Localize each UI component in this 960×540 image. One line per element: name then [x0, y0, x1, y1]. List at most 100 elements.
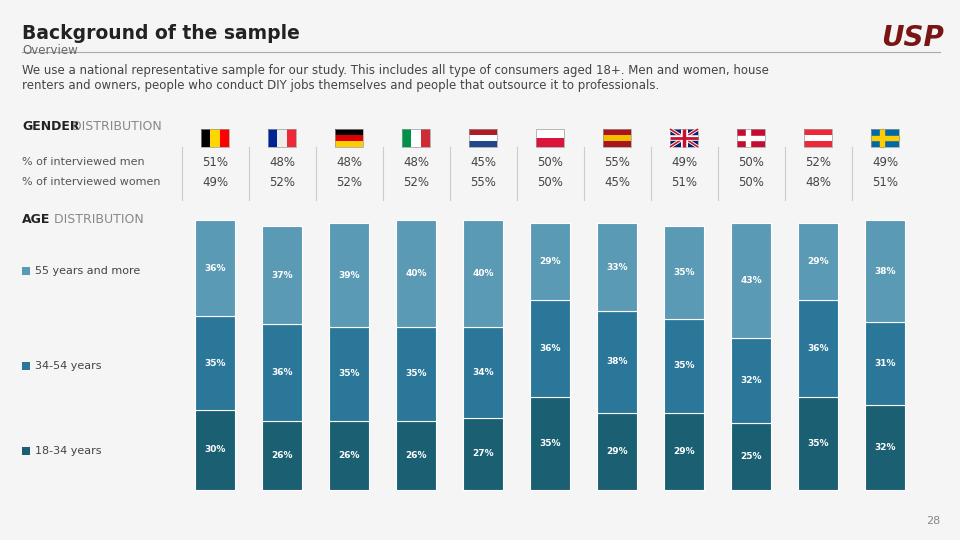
Bar	[530, 300, 570, 396]
Text: 26%: 26%	[272, 451, 293, 460]
Text: 37%: 37%	[271, 271, 293, 280]
Bar	[603, 141, 631, 147]
Bar	[268, 129, 277, 147]
Text: 26%: 26%	[405, 451, 427, 460]
Text: 40%: 40%	[405, 269, 427, 278]
Text: 55 years and more: 55 years and more	[35, 266, 140, 276]
Bar	[396, 421, 436, 490]
Text: 29%: 29%	[606, 447, 628, 456]
Text: 48%: 48%	[805, 176, 831, 188]
Bar	[536, 138, 564, 147]
Text: 33%: 33%	[607, 262, 628, 272]
Bar	[420, 129, 430, 147]
Text: 48%: 48%	[336, 156, 362, 168]
Text: 25%: 25%	[740, 452, 761, 461]
Bar	[201, 129, 229, 147]
Bar	[335, 129, 363, 147]
Text: AGE: AGE	[22, 213, 50, 226]
Bar	[335, 129, 363, 135]
Text: % of interviewed men: % of interviewed men	[22, 157, 145, 167]
Bar	[210, 129, 220, 147]
Bar	[737, 129, 765, 147]
Text: GENDER: GENDER	[22, 120, 80, 133]
Text: 29%: 29%	[540, 257, 561, 266]
Bar	[798, 300, 838, 396]
Bar	[195, 316, 235, 410]
Bar	[220, 129, 229, 147]
Text: 35%: 35%	[807, 439, 828, 448]
Bar	[262, 226, 302, 325]
Text: USP: USP	[881, 24, 944, 52]
Bar	[536, 129, 564, 147]
Bar	[201, 129, 210, 147]
Bar	[536, 129, 564, 138]
Bar	[597, 223, 637, 311]
Text: 49%: 49%	[202, 176, 228, 188]
Text: 36%: 36%	[204, 264, 226, 273]
Text: 29%: 29%	[673, 447, 695, 456]
Bar	[804, 129, 832, 147]
Text: 49%: 49%	[872, 156, 898, 168]
Bar	[335, 135, 363, 141]
Text: 35%: 35%	[405, 369, 427, 379]
Bar	[329, 223, 369, 327]
Text: 51%: 51%	[872, 176, 898, 188]
Text: 50%: 50%	[738, 176, 764, 188]
Bar	[22, 267, 30, 275]
Bar	[463, 220, 503, 327]
Bar	[195, 220, 235, 316]
Text: We use a national representative sample for our study. This includes all type of: We use a national representative sample …	[22, 64, 769, 77]
Bar	[411, 129, 420, 147]
Bar	[402, 129, 430, 147]
Bar	[463, 327, 503, 418]
Text: Overview: Overview	[22, 44, 78, 57]
Bar	[871, 129, 899, 147]
Text: 51%: 51%	[202, 156, 228, 168]
Bar	[804, 129, 832, 135]
Text: 55%: 55%	[604, 156, 630, 168]
Text: 35%: 35%	[540, 439, 561, 448]
Bar	[664, 413, 704, 490]
Text: 52%: 52%	[805, 156, 831, 168]
Bar	[22, 362, 30, 370]
Text: 50%: 50%	[537, 156, 563, 168]
Bar	[871, 129, 899, 147]
Bar	[798, 223, 838, 300]
Bar	[469, 129, 497, 135]
Bar	[530, 223, 570, 300]
Bar	[865, 322, 905, 404]
Text: 55%: 55%	[470, 176, 496, 188]
Bar	[287, 129, 296, 147]
Bar	[670, 129, 698, 147]
Text: 36%: 36%	[807, 344, 828, 353]
Bar	[804, 135, 832, 141]
Bar	[329, 421, 369, 490]
Bar	[731, 223, 771, 338]
Bar	[664, 226, 704, 319]
Text: 50%: 50%	[537, 176, 563, 188]
Text: 35%: 35%	[673, 268, 695, 277]
Text: 49%: 49%	[671, 156, 697, 168]
Bar	[277, 129, 287, 147]
Text: 34-54 years: 34-54 years	[35, 361, 102, 371]
Bar	[670, 129, 698, 147]
Bar	[798, 396, 838, 490]
Bar	[329, 327, 369, 421]
Text: 18-34 years: 18-34 years	[35, 446, 102, 456]
Text: 35%: 35%	[673, 361, 695, 370]
Text: 43%: 43%	[740, 276, 762, 285]
Text: 48%: 48%	[403, 156, 429, 168]
Bar	[865, 404, 905, 490]
Bar	[664, 319, 704, 413]
Bar	[597, 413, 637, 490]
Text: DISTRIBUTION: DISTRIBUTION	[68, 120, 161, 133]
Text: 35%: 35%	[338, 369, 360, 379]
Text: 26%: 26%	[338, 451, 360, 460]
Text: 32%: 32%	[875, 443, 896, 452]
Bar	[396, 327, 436, 421]
Bar	[469, 141, 497, 147]
Text: 50%: 50%	[738, 156, 764, 168]
Text: 34%: 34%	[472, 368, 493, 377]
Bar	[603, 135, 631, 141]
Bar	[804, 141, 832, 147]
